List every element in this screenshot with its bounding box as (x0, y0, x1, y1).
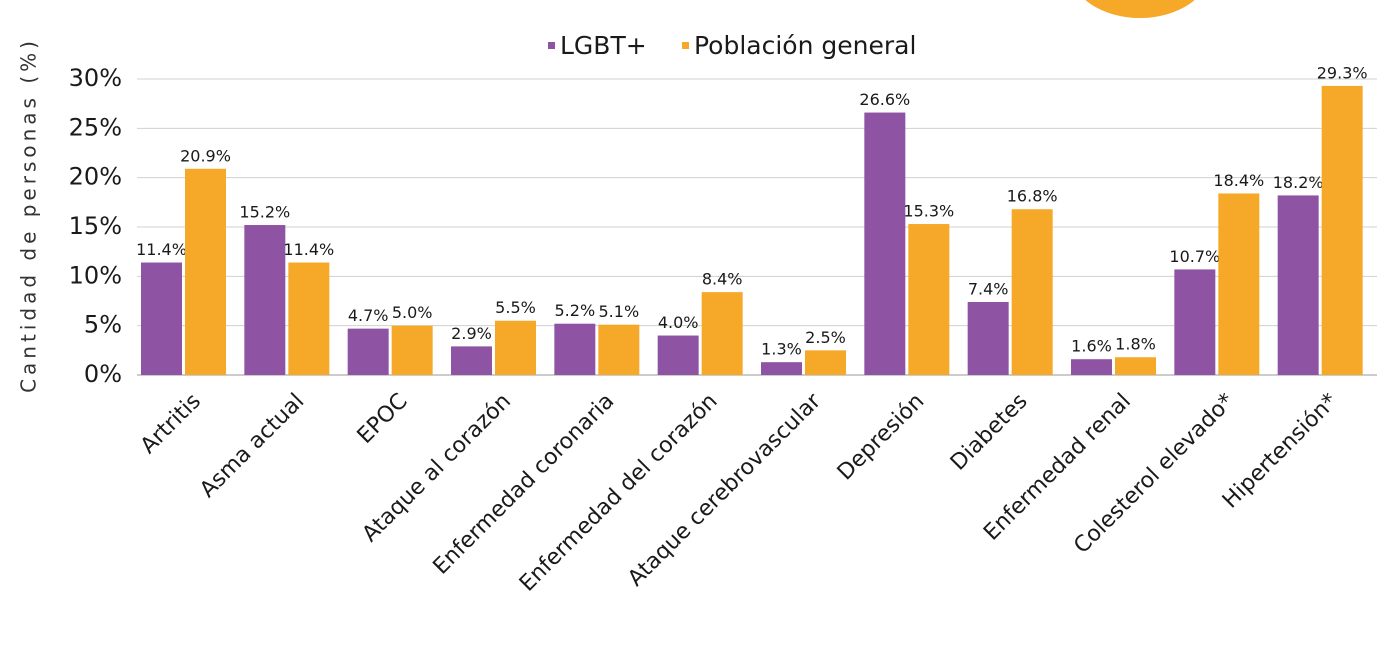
decoration (1085, 0, 1195, 18)
legend-label: Población general (694, 31, 916, 60)
bar (864, 112, 906, 376)
bar (805, 350, 846, 375)
bar (141, 262, 182, 375)
value-label: 18.2% (1273, 173, 1324, 192)
value-label: 1.8% (1115, 335, 1156, 354)
legend-swatch (682, 42, 689, 49)
bar (761, 362, 802, 375)
y-tick-label: 5% (84, 311, 122, 339)
value-label: 1.3% (761, 340, 802, 359)
bar (1218, 193, 1260, 375)
value-label: 20.9% (180, 146, 231, 165)
bar (244, 225, 286, 375)
value-label: 15.2% (239, 203, 290, 222)
bar (495, 320, 536, 375)
y-axis-label: Cantidad de personas (%) (17, 37, 41, 393)
legend-swatch (548, 42, 555, 49)
value-label: 18.4% (1213, 171, 1264, 190)
value-label: 11.4% (136, 240, 187, 259)
bar (554, 323, 596, 375)
value-label: 2.9% (451, 324, 492, 343)
bar (1277, 195, 1319, 375)
x-tick-label: Artritis (136, 389, 206, 459)
bar (1071, 359, 1112, 375)
value-label: 5.5% (495, 298, 536, 317)
value-label: 8.4% (702, 270, 743, 289)
value-label: 29.3% (1317, 63, 1368, 82)
y-tick-label: 0% (84, 360, 122, 388)
value-label: 11.4% (283, 240, 334, 259)
value-label: 5.1% (599, 302, 640, 321)
x-tick-label: Depresión (833, 389, 930, 486)
bar (701, 292, 743, 375)
value-label: 5.0% (392, 303, 433, 322)
bar (185, 168, 226, 375)
bar (1174, 269, 1216, 375)
bar (598, 324, 640, 375)
value-label: 10.7% (1169, 247, 1220, 266)
bar (967, 301, 1009, 375)
value-label: 7.4% (968, 279, 1009, 298)
bar (288, 262, 330, 375)
bar (451, 346, 492, 375)
y-tick-label: 25% (69, 113, 122, 141)
y-tick-label: 20% (69, 163, 122, 191)
value-label: 15.3% (903, 202, 954, 221)
bar (1115, 357, 1156, 375)
value-label: 4.0% (658, 313, 699, 332)
bar (1321, 85, 1363, 375)
legend-label: LGBT+ (560, 31, 647, 60)
bar (347, 328, 389, 375)
bar (657, 335, 699, 375)
x-tick-label: Ataque cerebrovascular (623, 388, 826, 591)
bar (391, 325, 433, 375)
value-label: 1.6% (1071, 337, 1112, 356)
x-tick-label: Diabetes (946, 389, 1033, 476)
y-tick-label: 10% (69, 261, 122, 289)
value-label: 5.2% (555, 301, 596, 320)
x-tick-label: Enfermedad del corazón (515, 389, 723, 597)
value-label: 2.5% (805, 328, 846, 347)
bar (908, 224, 950, 375)
value-label: 26.6% (859, 90, 910, 109)
x-tick-label: EPOC (353, 389, 413, 449)
bar (1011, 209, 1053, 375)
value-label: 4.7% (348, 306, 389, 325)
x-tick-label: Asma actual (195, 389, 309, 503)
x-tick-label: Enfermedad coronaria (429, 389, 620, 580)
y-tick-label: 30% (69, 64, 122, 92)
y-tick-label: 15% (69, 212, 122, 240)
value-label: 16.8% (1007, 187, 1058, 206)
